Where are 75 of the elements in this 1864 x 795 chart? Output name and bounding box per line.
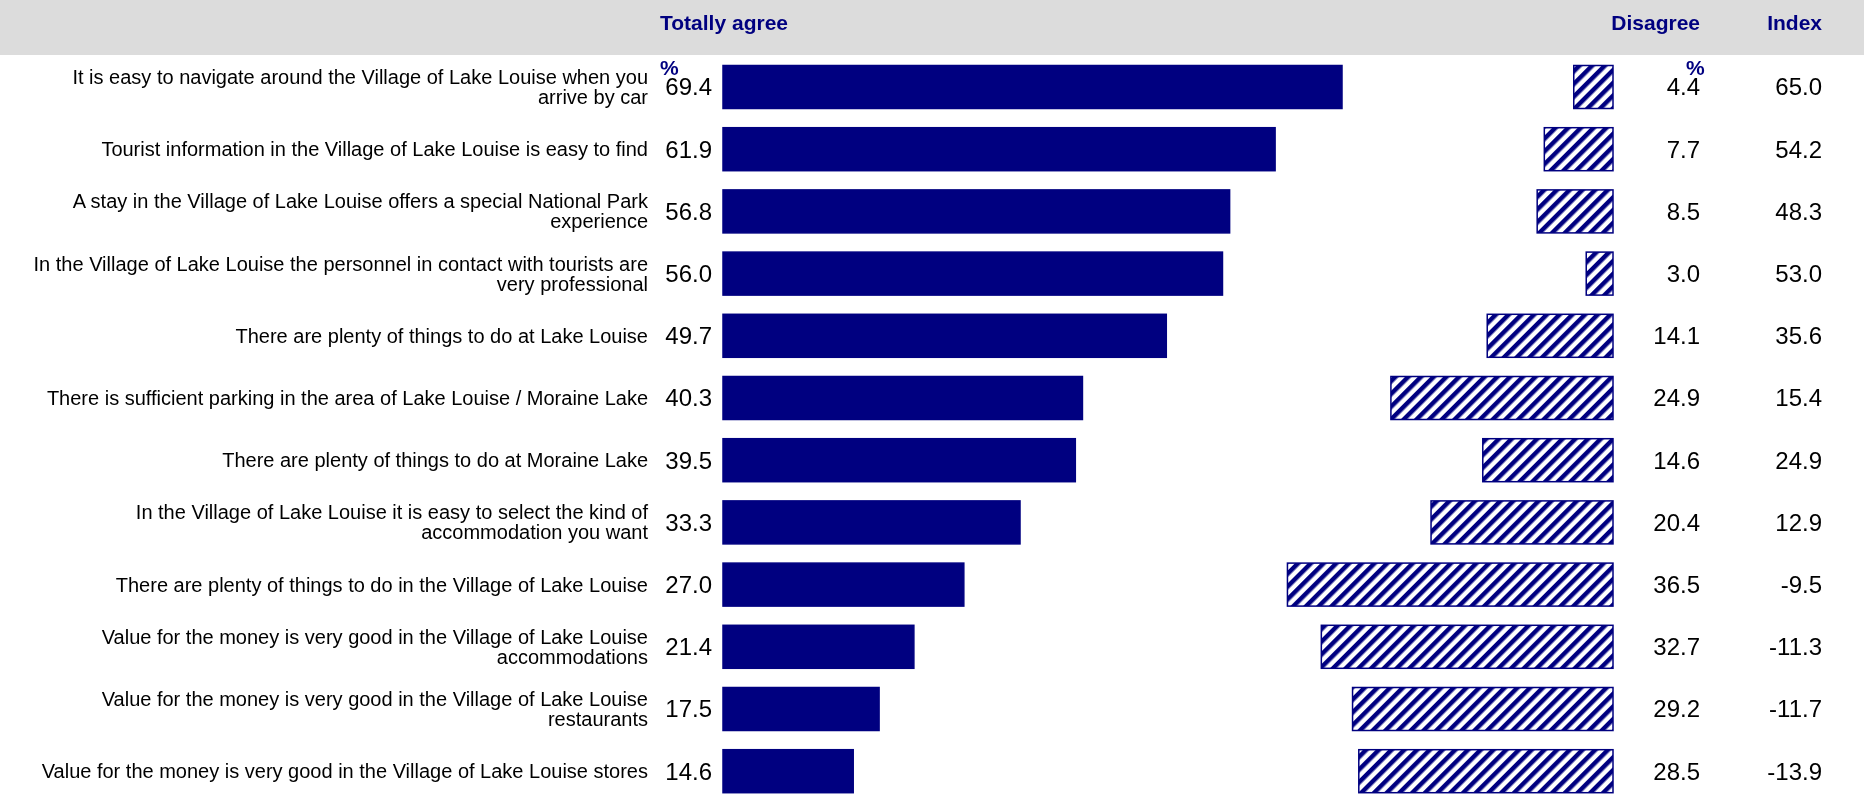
- bar: [1286, 562, 1614, 607]
- bar: [1585, 251, 1614, 296]
- x-axis-title: %: [660, 56, 679, 79]
- data-label: 40.3: [665, 384, 712, 412]
- bar: [1351, 686, 1614, 732]
- bar: [722, 437, 1077, 483]
- bar: [722, 189, 1231, 234]
- y-tick-label: Value for the money is very good in the Village of Lake Louise stores: [41, 760, 648, 783]
- bar: [1536, 189, 1614, 234]
- data-label: 14.6: [665, 757, 712, 785]
- data-label: 14.1: [1653, 322, 1700, 350]
- data-label: 3.0: [1666, 260, 1700, 287]
- data-label: 28.5: [1653, 757, 1700, 785]
- series-label: Totally agree: [660, 11, 788, 34]
- y-tick-label: It is easy to navigate around the Village of Lake Louise when you arrive by car: [72, 66, 649, 108]
- y-tick-label: Value for the money is very good in the Village of Lake Louise restaurants: [101, 688, 648, 730]
- bar: [722, 500, 1021, 545]
- text: -9.5: [1780, 571, 1822, 598]
- text: 65.0: [1775, 73, 1822, 101]
- bar: [1486, 313, 1614, 359]
- y-tick-label: There are plenty of things to do at Lake Louise: [235, 324, 648, 347]
- text: 12.9: [1775, 508, 1822, 536]
- y-tick-label: There are plenty of things to do at Moraine Lake: [222, 449, 648, 472]
- data-label: 56.8: [665, 197, 712, 225]
- text: -13.9: [1767, 757, 1822, 785]
- data-label: 32.7: [1653, 633, 1700, 661]
- text: 24.9: [1775, 446, 1822, 474]
- data-label: 20.4: [1653, 508, 1700, 536]
- text: 35.6: [1775, 322, 1822, 350]
- data-label: 39.5: [665, 446, 712, 474]
- bar: [722, 313, 1168, 359]
- bar: [722, 251, 1224, 296]
- text: 15.4: [1775, 384, 1822, 412]
- data-label: 24.9: [1653, 384, 1700, 412]
- bar: [722, 748, 854, 794]
- data-label: 33.3: [665, 508, 712, 536]
- data-label: 49.7: [665, 322, 712, 350]
- data-label: 14.6: [1653, 446, 1700, 474]
- text: -11.7: [1769, 695, 1822, 723]
- y-tick-label: In the Village of Lake Louise the personnel in contact with tourists are very professional: [33, 252, 648, 295]
- bar: [1430, 500, 1614, 545]
- data-label: 27.0: [665, 571, 712, 598]
- y-tick-label: There is sufficient parking in the area of Lake Louise / Moraine Lake: [46, 387, 648, 409]
- y-tick-label: There are plenty of things to do in the Village of Lake Louise: [115, 573, 648, 596]
- bar: [722, 624, 915, 670]
- text: Index: [1767, 11, 1823, 34]
- series-label: Disagree: [1611, 11, 1700, 34]
- bar: [722, 375, 1084, 421]
- x-axis-title: %: [1686, 56, 1705, 79]
- y-tick-label: A stay in the Village of Lake Louise offers a special National Park experience: [72, 190, 649, 233]
- bar: [1390, 375, 1614, 421]
- bar: [1320, 624, 1614, 670]
- bar: [1482, 437, 1614, 483]
- text: -11.3: [1769, 633, 1822, 661]
- data-label: 56.0: [665, 260, 712, 287]
- text: 54.2: [1775, 135, 1822, 163]
- text: 48.3: [1775, 197, 1822, 225]
- data-label: 17.5: [665, 695, 712, 723]
- bar: [1358, 748, 1614, 794]
- bar: [722, 562, 965, 607]
- bar: [1573, 64, 1614, 110]
- data-label: 7.7: [1666, 135, 1700, 163]
- data-label: 61.9: [665, 135, 712, 163]
- text: 53.0: [1775, 260, 1822, 287]
- bar: [722, 64, 1343, 110]
- bar: [1543, 126, 1614, 172]
- data-label: 36.5: [1653, 571, 1700, 598]
- y-tick-label: In the Village of Lake Louise it is easy to select the kind of accommodation you want: [135, 501, 649, 544]
- data-label: 8.5: [1666, 197, 1700, 225]
- data-label: 29.2: [1653, 695, 1700, 723]
- bar: [722, 126, 1276, 172]
- y-tick-label: Value for the money is very good in the Village of Lake Louise accommodations: [101, 625, 648, 668]
- bar: [722, 686, 880, 732]
- data-label: 21.4: [665, 633, 712, 661]
- y-tick-label: Tourist information in the Village of Lake Louise is easy to find: [101, 138, 648, 161]
